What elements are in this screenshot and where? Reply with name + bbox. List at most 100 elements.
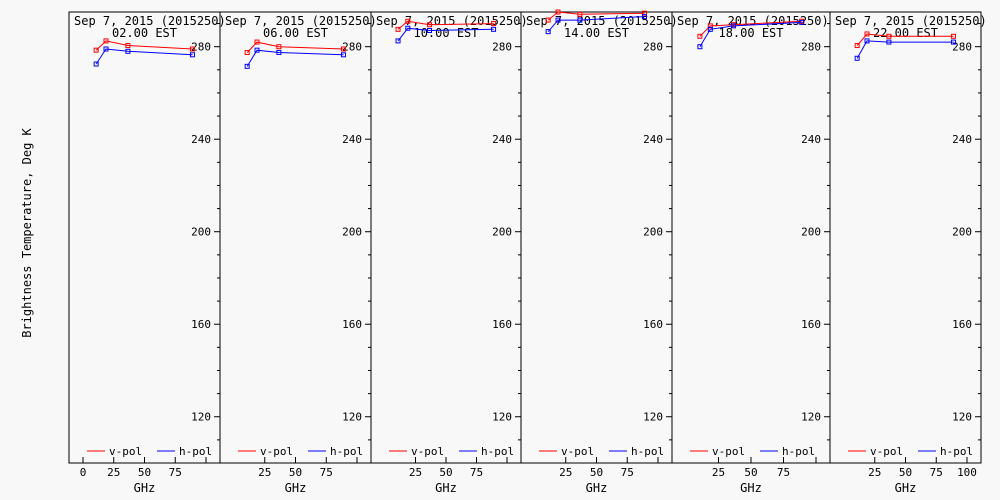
data-point-h-pol <box>125 48 131 54</box>
data-point-v-pol <box>697 33 703 39</box>
x-tick-label: 25 <box>559 466 572 479</box>
y-tick-label: 200 <box>492 226 512 239</box>
data-point-v-pol <box>254 39 260 45</box>
legend-label-h-pol: h-pol <box>481 445 514 458</box>
panel-5: 120 160 200 240 280 25 50 75 GHz Sep 7, 2015 (201… <box>671 11 831 495</box>
data-point-v-pol <box>707 23 713 29</box>
data-point-v-pol <box>244 49 250 55</box>
legend-label-v-pol: v-pol <box>712 445 745 458</box>
series-line-h-pol <box>547 16 645 33</box>
legend-label-h-pol: h-pol <box>631 445 664 458</box>
y-tick-label: 240 <box>801 133 821 146</box>
data-point-h-pol <box>545 29 551 35</box>
data-point-h-pol <box>405 25 411 31</box>
data-point-h-pol <box>103 46 109 52</box>
panel-title: Sep 7, 2015 (2015250) <box>74 14 226 28</box>
data-point-h-pol <box>864 38 870 44</box>
x-tick-label: 75 <box>470 466 483 479</box>
y-tick-label: 240 <box>492 133 512 146</box>
y-tick-label: 120 <box>801 411 821 424</box>
y-axis-label: Brightness Temperature, Deg K <box>20 127 34 337</box>
series-line-v-pol <box>699 20 802 37</box>
y-tick-label: 240 <box>643 133 663 146</box>
data-point-v-pol <box>854 43 860 49</box>
y-tick-label: 200 <box>643 226 663 239</box>
y-tick-label: 160 <box>342 318 362 331</box>
data-point-v-pol <box>555 9 561 15</box>
y-tick-label: 200 <box>191 226 211 239</box>
x-tick-label: 25 <box>409 466 422 479</box>
x-tick-label: 50 <box>744 466 757 479</box>
series-line-h-pol <box>856 40 954 59</box>
data-point-v-pol <box>641 10 647 16</box>
data-point-h-pol <box>244 63 250 69</box>
data-point-h-pol <box>340 52 346 58</box>
data-point-v-pol <box>405 18 411 24</box>
y-tick-label: 280 <box>801 41 821 54</box>
data-point-h-pol <box>555 17 561 23</box>
data-point-v-pol <box>125 43 131 49</box>
data-point-h-pol <box>427 28 433 34</box>
data-point-v-pol <box>577 11 583 17</box>
panel-subtitle: 06.00 EST <box>263 26 328 40</box>
series-line-v-pol <box>397 20 494 30</box>
y-tick-label: 160 <box>191 318 211 331</box>
panel-subtitle: 22.00 EST <box>873 26 938 40</box>
x-tick-label: 75 <box>169 466 182 479</box>
data-point-h-pol <box>697 44 703 50</box>
x-tick-label: 75 <box>930 466 943 479</box>
y-tick-label: 200 <box>342 226 362 239</box>
y-tick-label: 120 <box>492 411 512 424</box>
data-point-h-pol <box>950 39 956 45</box>
x-tick-label: 50 <box>289 466 302 479</box>
data-point-v-pol <box>427 22 433 28</box>
data-point-h-pol <box>395 38 401 44</box>
x-tick-label: 25 <box>258 466 271 479</box>
data-point-h-pol <box>730 23 736 29</box>
x-axis-label: GHz <box>895 481 917 495</box>
x-tick-label: 75 <box>777 466 790 479</box>
y-tick-label: 160 <box>801 318 821 331</box>
y-tick-label: 280 <box>643 41 663 54</box>
data-point-v-pol <box>886 33 892 39</box>
series-line-h-pol <box>397 27 494 42</box>
legend-label-h-pol: h-pol <box>782 445 815 458</box>
legend-label-h-pol: h-pol <box>330 445 363 458</box>
series-line-v-pol <box>246 41 344 53</box>
x-axis-label: GHz <box>435 481 457 495</box>
data-point-h-pol <box>254 47 260 53</box>
y-tick-label: 120 <box>952 411 972 424</box>
y-tick-label: 120 <box>643 411 663 424</box>
legend-label-v-pol: v-pol <box>411 445 444 458</box>
data-point-v-pol <box>340 46 346 52</box>
y-tick-label: 200 <box>801 226 821 239</box>
y-tick-label: 240 <box>191 133 211 146</box>
data-point-h-pol <box>276 49 282 55</box>
x-tick-label: 75 <box>621 466 634 479</box>
series-line-h-pol <box>246 49 344 67</box>
data-point-h-pol <box>641 14 647 20</box>
x-tick-label: 50 <box>899 466 912 479</box>
data-point-v-pol <box>491 21 497 27</box>
panel-subtitle: 02.00 EST <box>112 26 177 40</box>
data-point-v-pol <box>93 47 99 53</box>
series-line-v-pol <box>856 33 954 46</box>
x-tick-label: 75 <box>320 466 333 479</box>
panel-title: Sep 7, 2015 (2015250) <box>526 14 678 28</box>
y-tick-label: 280 <box>191 41 211 54</box>
x-tick-label: 25 <box>107 466 120 479</box>
x-axis-label: GHz <box>740 481 762 495</box>
series-line-h-pol <box>95 48 193 65</box>
legend-label-h-pol: h-pol <box>940 445 973 458</box>
panel-title: Sep 7, 2015 (2015250) <box>376 14 528 28</box>
series-line-h-pol <box>699 21 802 47</box>
y-tick-label: 160 <box>952 318 972 331</box>
panel-4: 120 160 200 240 280 25 50 75 GHz Sep 7, 2015 (201… <box>520 9 678 495</box>
legend-label-v-pol: v-pol <box>260 445 293 458</box>
data-point-v-pol <box>103 38 109 44</box>
panel-1: 120 160 200 240 280 0 25 50 75 GHz Sep 7, 2015 (20… <box>68 11 226 495</box>
data-point-h-pol <box>854 55 860 61</box>
x-axis-label: GHz <box>134 481 156 495</box>
